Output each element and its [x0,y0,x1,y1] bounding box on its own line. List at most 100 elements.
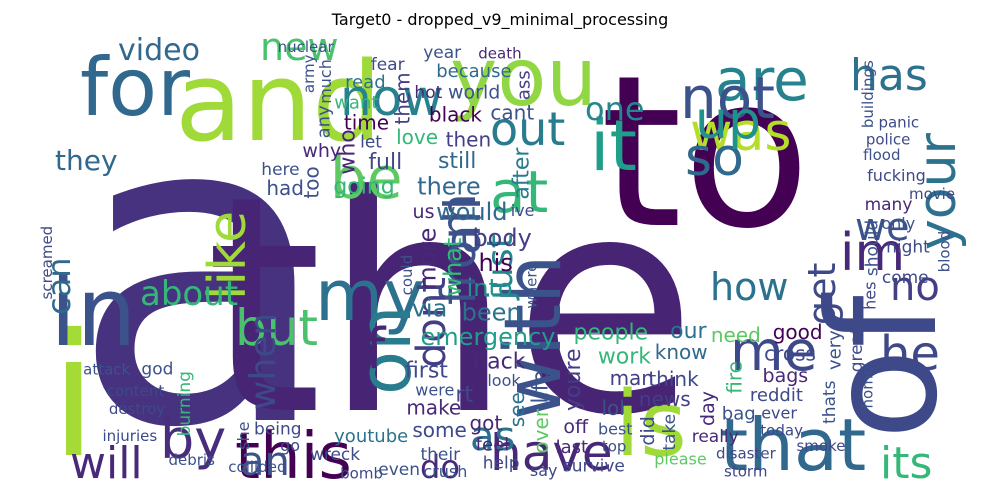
word-be: be [330,144,403,212]
word-smoke: smoke [796,437,845,455]
word-he: he [880,326,940,382]
word-screamed: screamed [38,226,56,300]
word-my: my [315,255,425,337]
word-first: first [405,358,448,383]
word-night: night [886,238,930,258]
word-cross: cross [764,341,816,365]
word-some: some [412,418,466,442]
word-year: year [423,43,461,63]
word-ever: ever [761,404,797,423]
word-crush: crush [423,462,467,481]
word-survive: survive [563,456,625,476]
word-our: our [670,319,707,344]
word-has: has [850,50,928,101]
word-love: love [396,125,438,149]
word-want: want [334,92,378,113]
word-one: one [585,90,645,128]
word-out: out [490,102,565,156]
word-going: going [333,175,394,200]
word-world: world [448,82,500,104]
word-know: know [655,340,708,364]
word-did: did [637,416,659,445]
word-thats: thats [820,380,840,424]
word-why: why [302,140,341,162]
word-read: read [345,72,386,93]
word-had: had [266,176,304,200]
word-need: need [711,323,761,347]
word-buildings: buildings [859,60,877,128]
word-do: do [420,448,460,486]
word-now: now [340,69,443,127]
word-flood: flood [863,146,900,164]
word-got: got [469,411,502,435]
word-his: his [478,249,512,277]
word-let: let [360,133,382,153]
word-just: just [480,234,521,301]
word-the: the [205,132,697,481]
word-work: work [598,344,651,369]
word-take: take [660,414,680,451]
word-day: day [697,391,719,426]
word-bomb: bomb [340,465,383,483]
word-army: army [300,54,318,93]
word-bag: bag [722,403,756,424]
word-over: over [529,408,553,453]
word-here: here [261,160,299,180]
word-storm: storm [724,462,767,480]
word-would: would [436,198,507,226]
word-youtube: youtube [334,426,408,447]
word-off: off [563,416,589,438]
word-police: police [866,131,911,149]
word-great: great [847,327,867,372]
word-death: death [478,44,521,62]
word-been: been [462,298,522,326]
word-from: from [431,193,487,305]
word-black: black [429,103,483,127]
word-up: up [695,91,761,151]
word-dont: dont [409,277,455,368]
word-like: like [198,211,258,300]
word-could: could [398,255,416,296]
word-body: body [472,224,531,252]
word-with: with [489,255,579,420]
word-attack: attack [83,361,130,379]
word-come: come [882,268,929,288]
word-i: i [50,298,97,496]
word-too: too [300,166,324,198]
word-were: were [415,380,454,399]
chart-title: Target0 - dropped_v9_minimal_processing [331,10,669,29]
word-see: see [505,392,529,427]
word-me: me [730,319,817,383]
word-blood: blood [936,231,954,273]
word-go: go [280,436,300,455]
word-movie: movie [909,185,955,203]
word-but: but [235,299,318,357]
word-who: who [336,129,361,174]
word-as: as [470,414,515,460]
word-many: many [865,195,913,215]
word-cant: cant [490,101,534,125]
word-that: that [720,403,866,487]
word-top: top [602,437,627,455]
word-when: when [243,313,284,410]
word-their: their [420,445,460,465]
word-an: an [240,439,290,485]
word-hot: hot [414,83,442,103]
word-this: this [235,420,352,494]
word-destroy: destroy [109,400,165,418]
word-hes: hes [860,282,879,310]
word-collided: collided [228,458,286,476]
word-because: because [436,61,511,82]
word-get: get [800,263,844,325]
word-after: after [509,147,534,200]
word-man: man [610,366,654,390]
word-good: good [773,320,823,344]
word-so: so [685,128,744,188]
word-she: she [234,422,253,450]
word-rt: rt [455,382,473,407]
word-of: of [797,292,971,440]
word-home: home [858,366,876,409]
word-us: us [413,201,435,223]
